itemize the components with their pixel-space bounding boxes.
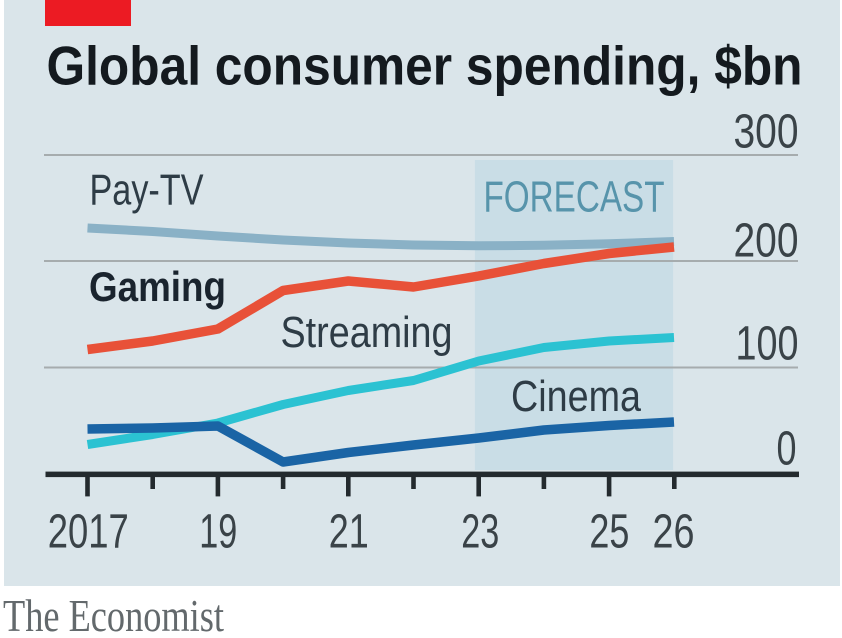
svg-text:Streaming: Streaming <box>281 308 453 357</box>
svg-text:21: 21 <box>329 506 369 559</box>
svg-text:The Economist: The Economist <box>3 591 224 638</box>
svg-text:200: 200 <box>734 214 799 267</box>
svg-text:Global consumer spending, $bn: Global consumer spending, $bn <box>47 35 803 97</box>
svg-text:25: 25 <box>589 506 629 559</box>
svg-text:FORECAST: FORECAST <box>484 173 665 222</box>
svg-text:Gaming: Gaming <box>89 263 226 310</box>
svg-text:Pay-TV: Pay-TV <box>90 166 205 215</box>
svg-text:23: 23 <box>461 506 499 559</box>
svg-text:100: 100 <box>736 318 799 371</box>
svg-text:Cinema: Cinema <box>511 372 641 421</box>
svg-text:0: 0 <box>777 423 797 476</box>
svg-text:2017: 2017 <box>48 506 129 559</box>
svg-text:19: 19 <box>199 506 237 559</box>
svg-text:300: 300 <box>734 106 799 159</box>
svg-text:26: 26 <box>653 506 695 559</box>
